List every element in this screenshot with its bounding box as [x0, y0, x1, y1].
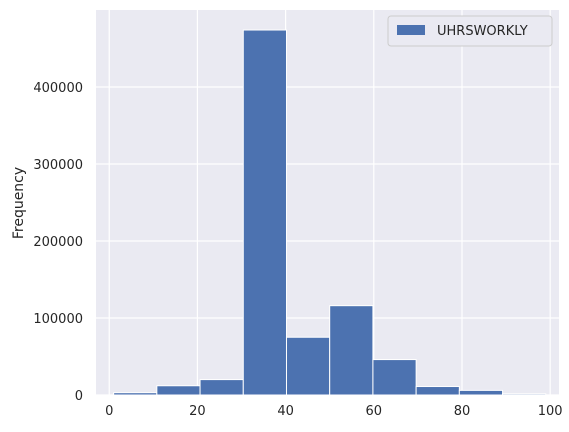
y-axis-title: Frequency — [11, 167, 27, 239]
histogram-bar — [242, 29, 287, 396]
histogram-bar — [329, 305, 374, 396]
x-tick-label: 80 — [454, 404, 471, 419]
y-tick-label: 100000 — [33, 312, 83, 327]
x-tick-label: 0 — [105, 404, 113, 419]
x-tick-label: 20 — [189, 404, 206, 419]
histogram-bar — [156, 385, 201, 396]
histogram-bar — [113, 392, 158, 396]
x-tick-label: 100 — [538, 404, 563, 419]
legend-box — [387, 15, 553, 47]
histogram-bars — [113, 29, 547, 396]
legend: UHRSWORKLY — [387, 15, 553, 47]
histogram-bar — [285, 336, 331, 396]
y-tick-label: 400000 — [33, 81, 83, 96]
histogram-bar — [372, 359, 417, 396]
histogram-bar — [199, 379, 244, 396]
y-tick-label: 300000 — [33, 158, 83, 173]
y-tick-label: 200000 — [33, 235, 83, 250]
legend-swatch-uhrsworkly — [397, 25, 425, 35]
y-axis-ticks: 0 100000 200000 300000 400000 — [33, 81, 83, 404]
y-tick-label: 0 — [75, 389, 83, 404]
plot-area — [96, 10, 559, 395]
histogram-bar — [502, 393, 547, 396]
x-tick-label: 60 — [366, 404, 383, 419]
legend-label-uhrsworkly: UHRSWORKLY — [437, 24, 528, 39]
histogram-bar — [415, 386, 460, 396]
x-tick-label: 40 — [277, 404, 294, 419]
x-axis-ticks: 0 20 40 60 80 100 — [105, 404, 563, 419]
histogram-bar — [458, 389, 504, 396]
